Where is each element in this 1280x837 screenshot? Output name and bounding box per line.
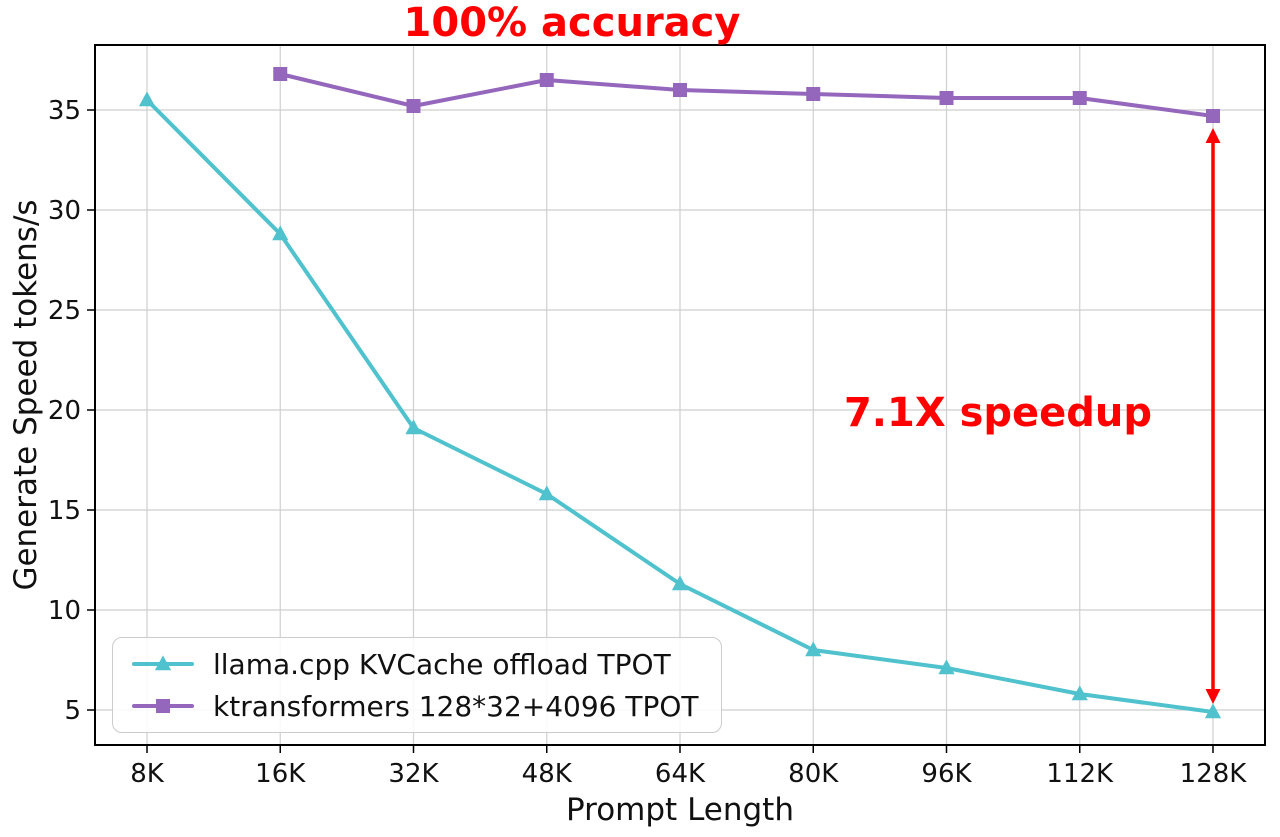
- marker-square: [1206, 109, 1220, 123]
- legend: llama.cpp KVCache offload TPOT ktransfor…: [112, 637, 722, 733]
- legend-item-ktransformers: ktransformers 128*32+4096 TPOT: [131, 689, 699, 723]
- marker-triangle: [1071, 685, 1088, 701]
- x-tick-label: 16K: [255, 759, 306, 789]
- series-line: [278, 72, 1215, 118]
- x-tick-label: 80K: [788, 759, 839, 789]
- x-axis-ticks: 8K 16K 32K 48K 64K 80K 96K 112K 128K: [130, 745, 1247, 789]
- y-tick-label: 15: [48, 496, 81, 526]
- y-tick-label: 10: [48, 596, 81, 626]
- legend-label-ktransformers: ktransformers 128*32+4096 TPOT: [213, 689, 699, 723]
- y-tick-label: 25: [48, 296, 81, 326]
- marker-square: [939, 91, 954, 105]
- accuracy-annotation: 100% accuracy: [403, 0, 741, 46]
- marker-square: [539, 73, 554, 87]
- series-1: [273, 67, 1220, 123]
- marker-triangle: [272, 225, 289, 241]
- marker-triangle: [671, 575, 689, 591]
- legend-label-llama-cpp: llama.cpp KVCache offload TPOT: [213, 647, 671, 681]
- speedup-annotation: 7.1X speedup: [843, 390, 1153, 436]
- speedup-arrow: [1205, 128, 1221, 704]
- legend-line-square-icon: [131, 693, 195, 719]
- x-tick-label: 48K: [522, 759, 573, 789]
- y-tick-label: 30: [48, 196, 81, 226]
- marker-triangle: [154, 655, 172, 671]
- x-tick-label: 112K: [1046, 759, 1114, 789]
- x-axis-label: Prompt Length: [566, 792, 794, 828]
- x-tick-label: 96K: [921, 759, 972, 789]
- marker-triangle: [138, 91, 156, 107]
- x-tick-label: 8K: [130, 759, 165, 789]
- marker-square: [806, 87, 821, 101]
- marker-triangle: [1204, 703, 1222, 719]
- marker-triangle: [538, 485, 555, 501]
- marker-square: [156, 699, 170, 713]
- legend-item-llama-cpp: llama.cpp KVCache offload TPOT: [131, 647, 699, 681]
- series-0: [138, 91, 1222, 719]
- arrowhead-up-icon: [1205, 128, 1221, 143]
- y-tick-label: 20: [48, 396, 81, 426]
- x-tick-label: 64K: [655, 759, 706, 789]
- marker-triangle: [805, 641, 822, 657]
- legend-sample-triangle-icon: [132, 655, 194, 671]
- marker-square: [406, 99, 421, 113]
- x-tick-label: 128K: [1180, 759, 1248, 789]
- arrowhead-down-icon: [1205, 689, 1221, 704]
- legend-line-triangle-icon: [131, 651, 195, 677]
- marker-square: [1072, 91, 1087, 105]
- y-tick-label: 35: [48, 96, 81, 126]
- y-axis-label: Generate Speed tokens/s: [8, 199, 44, 591]
- grid-lines: [95, 45, 1265, 745]
- marker-triangle: [405, 419, 422, 435]
- legend-sample-square-icon: [132, 699, 194, 713]
- y-axis-ticks: 5 10 15 20 25 30 35: [48, 96, 95, 726]
- y-tick-label: 5: [64, 696, 81, 726]
- marker-triangle: [938, 659, 955, 675]
- marker-square: [273, 67, 288, 81]
- x-tick-label: 32K: [388, 759, 439, 789]
- marker-square: [673, 83, 687, 97]
